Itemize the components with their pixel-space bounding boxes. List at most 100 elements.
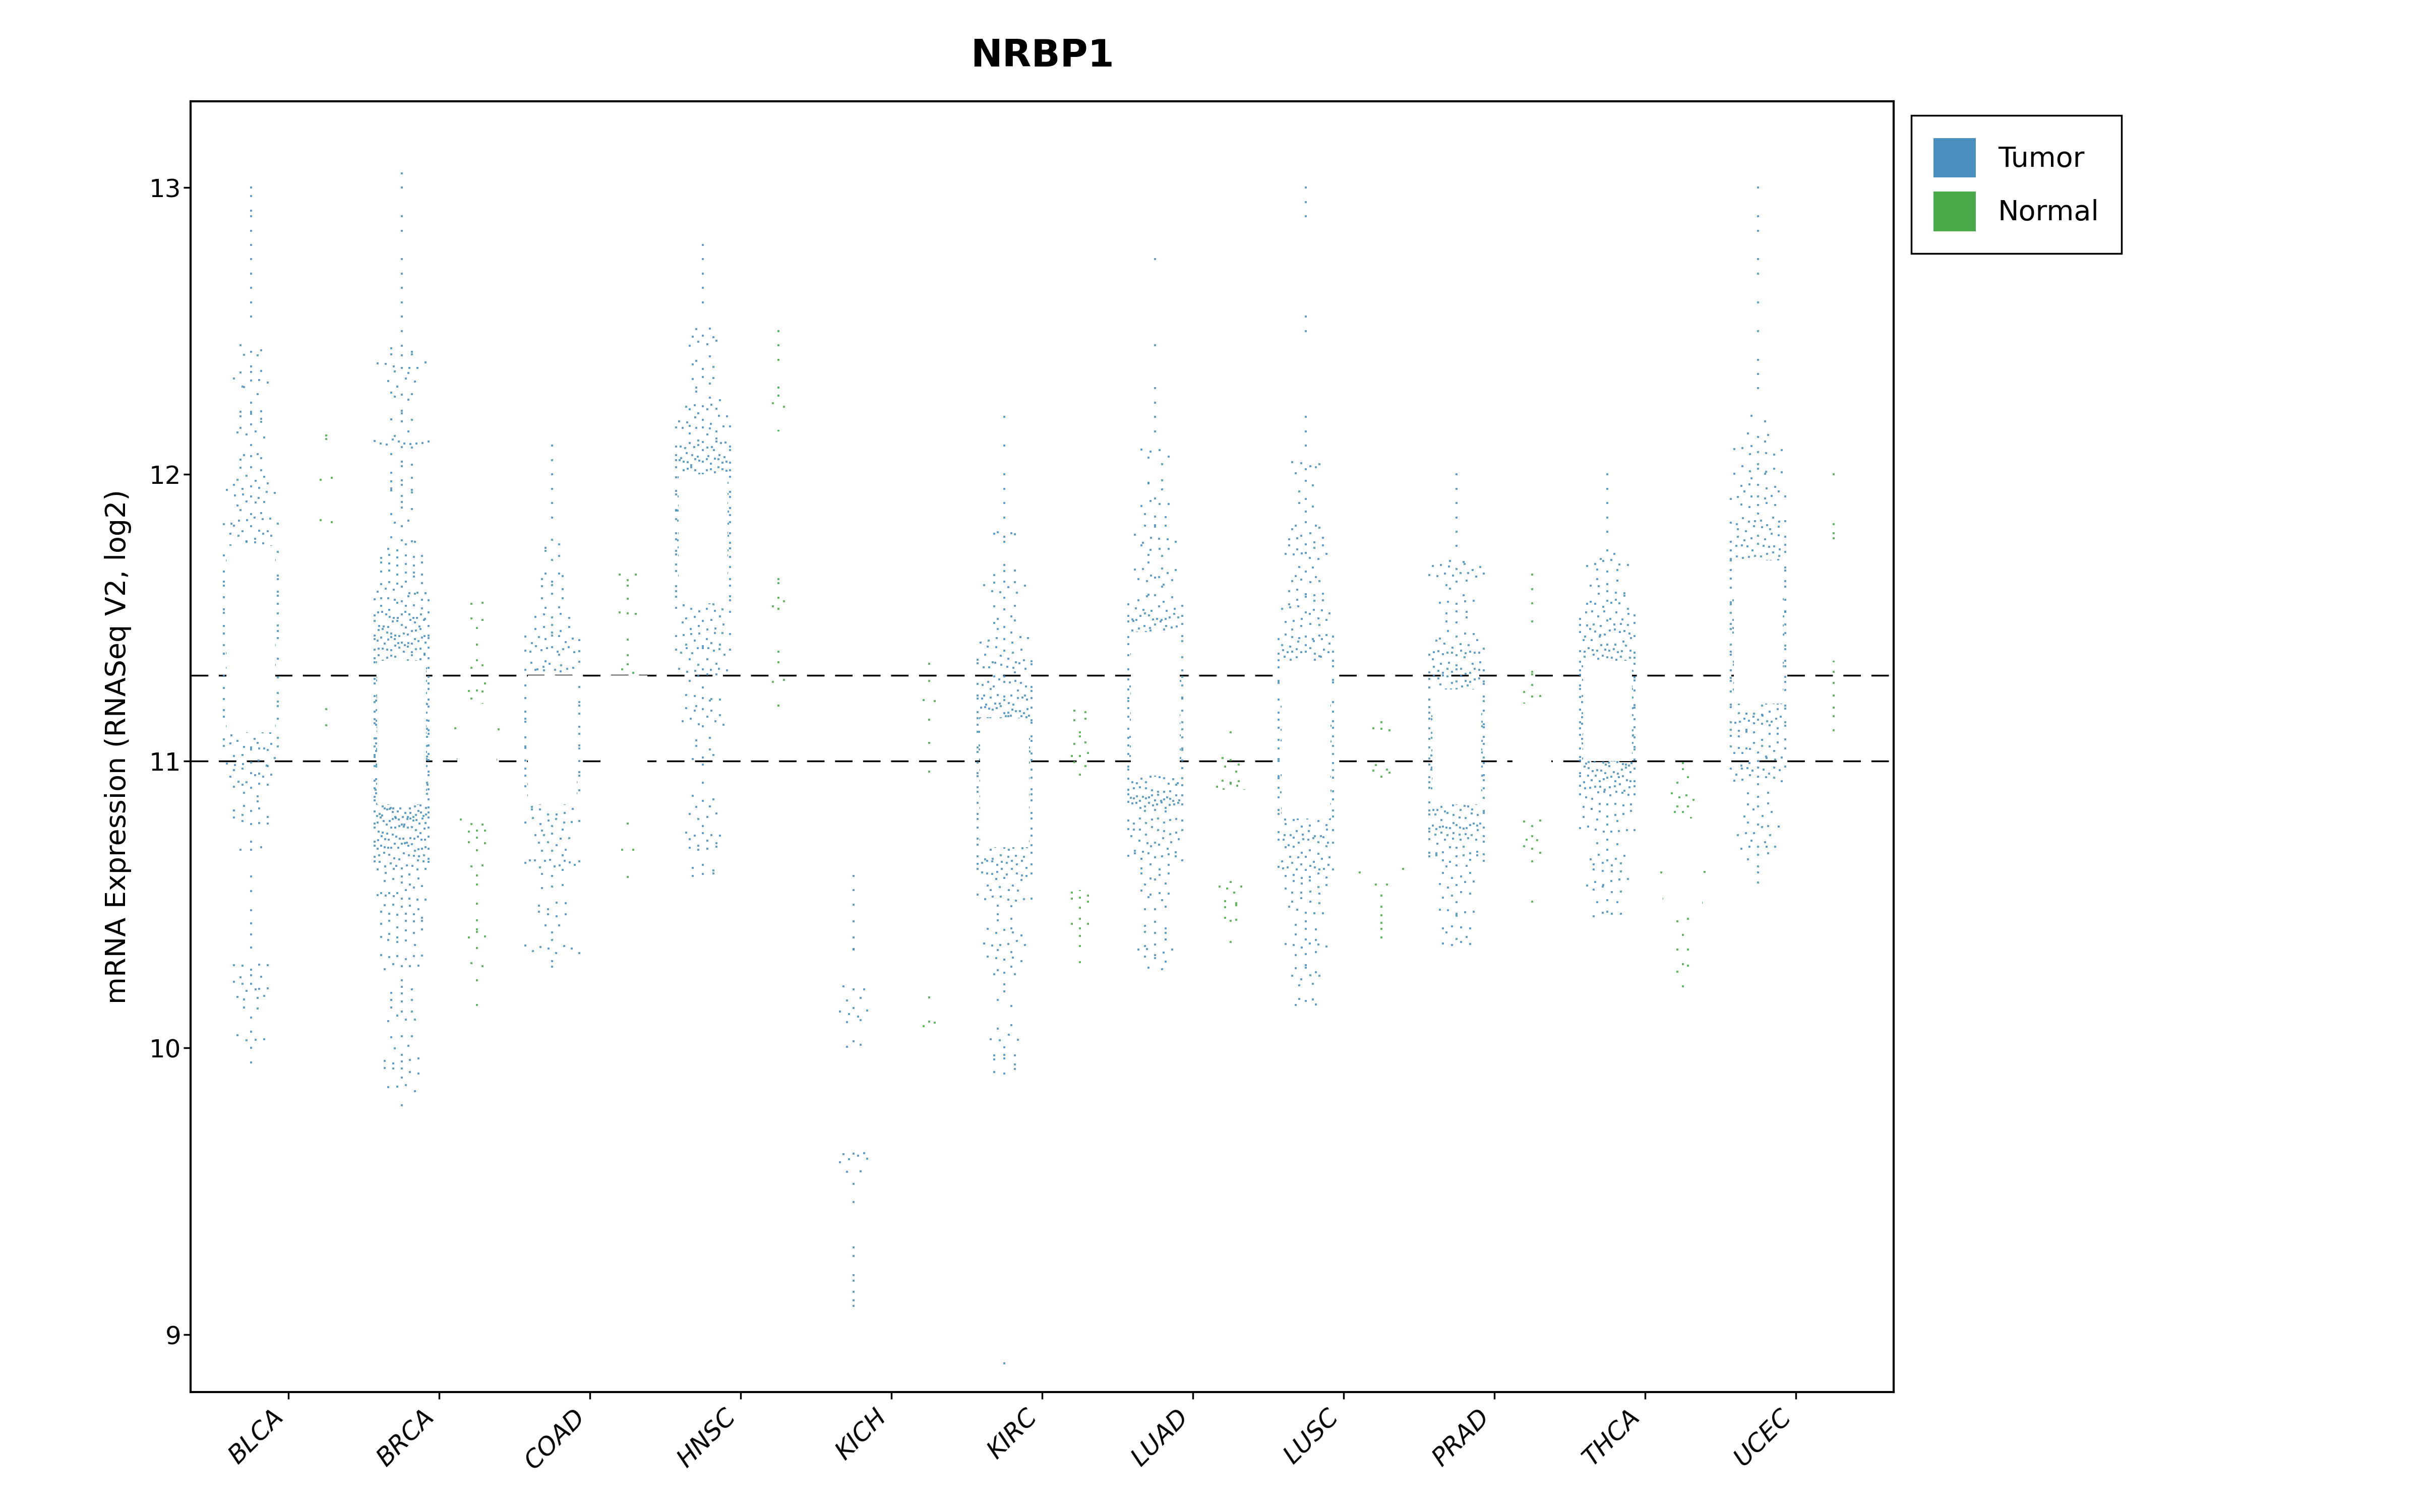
Point <box>1595 706 1634 730</box>
Point <box>530 668 569 692</box>
Point <box>559 748 598 773</box>
Point <box>1735 585 1774 609</box>
Point <box>1263 694 1302 718</box>
Point <box>999 699 1038 723</box>
Point <box>1309 656 1348 680</box>
Point <box>1595 715 1634 739</box>
Point <box>1295 800 1333 824</box>
Point <box>368 620 407 644</box>
Point <box>1445 835 1483 859</box>
Point <box>1004 747 1043 771</box>
Point <box>457 615 496 640</box>
Point <box>1682 891 1721 915</box>
Point <box>1437 813 1476 838</box>
Point <box>361 758 399 782</box>
Point <box>995 570 1033 594</box>
Point <box>235 556 273 581</box>
Point <box>1270 762 1309 786</box>
Point <box>370 909 409 933</box>
Point <box>668 559 707 584</box>
Point <box>1120 689 1159 714</box>
Point <box>760 567 799 591</box>
Point <box>387 600 426 624</box>
Point <box>1612 735 1650 759</box>
Point <box>1358 820 1396 844</box>
Point <box>1220 833 1258 857</box>
Point <box>1295 535 1333 559</box>
Point <box>1728 600 1767 624</box>
Point <box>523 575 561 599</box>
Point <box>1767 588 1805 612</box>
Point <box>363 925 402 950</box>
Point <box>1563 804 1602 829</box>
Point <box>1447 751 1486 776</box>
Point <box>1612 792 1650 816</box>
Point <box>985 597 1024 621</box>
Point <box>1307 835 1346 859</box>
Point <box>656 624 695 649</box>
Point <box>1658 960 1696 984</box>
Point <box>666 493 704 517</box>
Point <box>235 627 273 652</box>
Point <box>540 761 578 785</box>
Point <box>1733 671 1771 696</box>
Point <box>394 903 433 927</box>
Point <box>520 894 559 918</box>
Point <box>1208 877 1246 901</box>
Point <box>1416 823 1454 847</box>
Point <box>1711 735 1750 759</box>
Point <box>607 569 646 593</box>
Point <box>1745 632 1784 656</box>
Point <box>249 754 288 779</box>
Point <box>1464 798 1503 823</box>
Point <box>692 658 731 682</box>
Point <box>259 564 298 588</box>
Point <box>247 584 286 608</box>
Point <box>370 797 409 821</box>
Point <box>1362 717 1401 741</box>
Point <box>1711 511 1750 535</box>
Point <box>1442 702 1481 726</box>
Point <box>1711 558 1750 582</box>
Point <box>1563 732 1602 756</box>
Point <box>1009 812 1048 836</box>
Point <box>1314 670 1353 694</box>
Point <box>554 788 593 812</box>
Point <box>1742 712 1781 736</box>
Point <box>1154 623 1193 647</box>
Point <box>1002 821 1041 845</box>
Point <box>1258 767 1297 791</box>
Point <box>1292 718 1331 742</box>
Point <box>373 428 411 452</box>
Point <box>540 709 578 733</box>
Point <box>1575 711 1614 735</box>
Point <box>1568 591 1607 615</box>
Point <box>1459 658 1498 682</box>
Point <box>1421 680 1459 705</box>
Point <box>760 333 799 357</box>
Point <box>1007 792 1045 816</box>
Point <box>985 688 1024 712</box>
Point <box>685 561 724 585</box>
Point <box>1123 862 1162 886</box>
Point <box>1384 857 1423 881</box>
Point <box>554 736 593 761</box>
Point <box>465 730 503 754</box>
Point <box>392 711 431 735</box>
Point <box>680 565 719 590</box>
Point <box>1754 665 1793 689</box>
Point <box>1150 671 1188 696</box>
Point <box>1578 656 1617 680</box>
Point <box>1423 691 1462 715</box>
Point <box>1295 641 1333 665</box>
Point <box>1568 553 1607 578</box>
Point <box>1595 673 1634 697</box>
Point <box>397 747 436 771</box>
Point <box>232 175 271 200</box>
Point <box>407 631 445 655</box>
Point <box>1457 792 1496 816</box>
Point <box>1309 744 1348 768</box>
Point <box>382 981 421 1005</box>
Point <box>252 556 290 581</box>
Point <box>390 419 428 443</box>
